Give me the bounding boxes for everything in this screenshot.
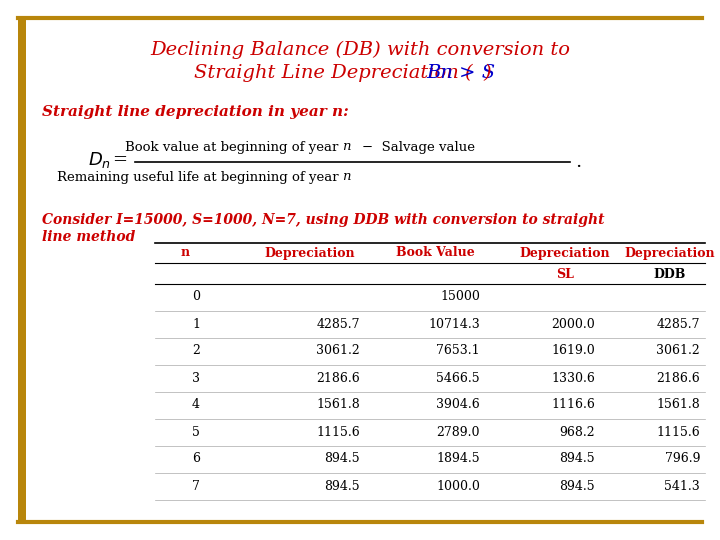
Text: 894.5: 894.5 xyxy=(559,453,595,465)
Text: 894.5: 894.5 xyxy=(325,480,360,492)
Text: 1619.0: 1619.0 xyxy=(552,345,595,357)
Text: 1115.6: 1115.6 xyxy=(656,426,700,438)
Text: 7: 7 xyxy=(192,480,200,492)
Text: Depreciation: Depreciation xyxy=(625,246,715,260)
Text: 1894.5: 1894.5 xyxy=(436,453,480,465)
Text: 10714.3: 10714.3 xyxy=(428,318,480,330)
Text: 5: 5 xyxy=(192,426,200,438)
Text: 5466.5: 5466.5 xyxy=(436,372,480,384)
Text: Straight Line Depreciation (Bn > S): Straight Line Depreciation (Bn > S) xyxy=(182,64,538,82)
Text: 15000: 15000 xyxy=(440,291,480,303)
Text: Bn > S: Bn > S xyxy=(427,64,496,82)
Text: line method: line method xyxy=(42,230,135,244)
Text: 2: 2 xyxy=(192,345,200,357)
Text: 1: 1 xyxy=(192,318,200,330)
Text: Book value at beginning of year: Book value at beginning of year xyxy=(125,140,343,153)
Text: 3061.2: 3061.2 xyxy=(316,345,360,357)
Text: SL: SL xyxy=(556,267,574,280)
Text: 1561.8: 1561.8 xyxy=(656,399,700,411)
Text: 1115.6: 1115.6 xyxy=(316,426,360,438)
Text: 0: 0 xyxy=(192,291,200,303)
Text: .: . xyxy=(575,153,581,171)
Text: DDB: DDB xyxy=(654,267,686,280)
Text: 1561.8: 1561.8 xyxy=(316,399,360,411)
Text: 1116.6: 1116.6 xyxy=(551,399,595,411)
Text: 3061.2: 3061.2 xyxy=(656,345,700,357)
Text: 968.2: 968.2 xyxy=(559,426,595,438)
Text: n: n xyxy=(343,171,351,184)
Text: 796.9: 796.9 xyxy=(665,453,700,465)
Text: Depreciation: Depreciation xyxy=(520,246,611,260)
Text: 1330.6: 1330.6 xyxy=(551,372,595,384)
Text: −  Salvage value: − Salvage value xyxy=(362,140,475,153)
Text: Depreciation: Depreciation xyxy=(265,246,355,260)
Text: ): ) xyxy=(484,64,491,82)
Text: =: = xyxy=(112,151,127,169)
Text: 4: 4 xyxy=(192,399,200,411)
Text: 894.5: 894.5 xyxy=(559,480,595,492)
Text: n: n xyxy=(343,140,351,153)
Text: Book Value: Book Value xyxy=(395,246,474,260)
Text: Straight line depreciation in year n:: Straight line depreciation in year n: xyxy=(42,105,348,119)
Text: Declining Balance (DB) with conversion to: Declining Balance (DB) with conversion t… xyxy=(150,41,570,59)
Text: 4285.7: 4285.7 xyxy=(317,318,360,330)
Text: 541.3: 541.3 xyxy=(665,480,700,492)
Text: Remaining useful life at beginning of year: Remaining useful life at beginning of ye… xyxy=(57,171,343,184)
Text: 1000.0: 1000.0 xyxy=(436,480,480,492)
Text: 2186.6: 2186.6 xyxy=(656,372,700,384)
Text: 2186.6: 2186.6 xyxy=(316,372,360,384)
Text: Straight Line Depreciation (: Straight Line Depreciation ( xyxy=(194,64,473,82)
Text: $D_n$: $D_n$ xyxy=(89,150,112,170)
Text: 2789.0: 2789.0 xyxy=(436,426,480,438)
Bar xyxy=(18,18,26,522)
Text: 6: 6 xyxy=(192,453,200,465)
Text: 3904.6: 3904.6 xyxy=(436,399,480,411)
Text: 4285.7: 4285.7 xyxy=(657,318,700,330)
Text: 7653.1: 7653.1 xyxy=(436,345,480,357)
Text: n: n xyxy=(181,246,189,260)
Text: Consider I=15000, S=1000, N=7, using DDB with conversion to straight: Consider I=15000, S=1000, N=7, using DDB… xyxy=(42,213,605,227)
Text: 3: 3 xyxy=(192,372,200,384)
Text: 894.5: 894.5 xyxy=(325,453,360,465)
Text: 2000.0: 2000.0 xyxy=(552,318,595,330)
